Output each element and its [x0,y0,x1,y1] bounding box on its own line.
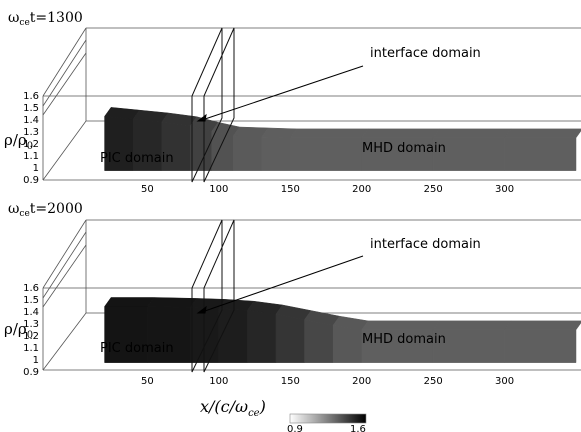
y-tick-label: 1.3 [23,319,39,330]
y-tick-label: 1.1 [23,343,39,354]
panel-top-ylabel: ρ/ρ0 [4,131,33,152]
y-tick-label: 1.4 [23,115,39,126]
surface-front-segment [332,324,362,363]
panel-top-pic-label: PIC domain [100,151,174,166]
panel-bottom-title: ωcet=2000 [8,201,83,219]
x-tick-label: 200 [352,376,371,387]
x-tick-label: 50 [141,184,154,195]
surface-front-segment [504,329,577,363]
panel-top-interface-label: interface domain [370,46,481,61]
colorbar-min-label: 0.9 [287,424,303,432]
colorbar-gradient [289,413,367,424]
panel-top-interface-planes [191,27,235,183]
surface-top-segment [432,320,512,331]
panel-bottom-title-rest: t=2000 [30,201,83,217]
surface-top-segment [504,128,581,139]
panel-top-ylabel-sub: 0 [27,141,33,152]
panel-top-box-front [42,27,581,181]
panel-top-mhd-label: MHD domain [362,141,446,156]
panel-top-y-ticks: 1.61.51.41.31.21.110.9 [23,91,39,186]
surface-front-segment [290,137,362,171]
surface-front-segment [211,131,234,171]
surface-front-segment [304,319,334,363]
surface-front-segment [247,309,277,363]
panel-bottom-ylabel-main: ρ/ρ [4,320,27,338]
x-tick-label: 100 [209,376,228,387]
x-tick-label: 50 [141,376,154,387]
x-axis-label-main: x/(c/ω [200,397,248,416]
panel-bottom: ωcet=2000 1.61.51.41.31.21.110.9 50 100 15… [4,201,581,387]
surface-front-segment [261,136,291,171]
x-tick-label: 300 [495,376,514,387]
panel-bottom-interface-label: interface domain [370,237,481,252]
surface-top-segment [361,128,441,139]
y-tick-label: 1.6 [23,91,39,102]
panel-top-interface-arrow [196,65,364,122]
x-tick-label: 250 [424,376,443,387]
y-tick-label: 1.2 [23,139,39,150]
x-axis-label: x/(c/ωce) [200,397,266,419]
x-tick-label: 300 [495,184,514,195]
x-tick-label: 200 [352,184,371,195]
panel-bottom-surface [104,297,581,363]
panel-bottom-interface-planes [191,219,235,373]
colorbar-max-label: 1.6 [350,424,366,432]
panel-bottom-title-sub: ce [19,209,29,219]
x-tick-label: 150 [281,376,300,387]
y-tick-label: 1.4 [23,307,39,318]
surface-top-segment [361,320,441,331]
panel-bottom-y-ticks: 1.61.51.41.31.21.110.9 [23,283,39,378]
surface-front-segment [190,307,220,363]
panel-bottom-interface-arrow [196,255,364,314]
surface-front-segment [275,313,305,363]
y-tick-label: 1.5 [23,295,39,306]
y-tick-label: 0.9 [23,175,39,186]
panel-bottom-mhd-label: MHD domain [362,332,446,347]
panel-bottom-ylabel-sub: 0 [27,330,33,341]
panel-top-box-back [85,27,581,122]
surface-front-segment [218,308,248,363]
panel-top-title-rest: t=1300 [30,10,83,26]
y-tick-label: 0.9 [23,367,39,378]
x-axis-label-sub: ce [248,408,260,419]
panel-top-title: ωcet=1300 [8,10,83,28]
surface-top-segment [104,297,155,307]
panel-top-title-sub: ce [19,18,29,28]
y-tick-label: 1.2 [23,331,39,342]
x-tick-label: 150 [281,184,300,195]
x-tick-label: 100 [209,184,228,195]
panel-bottom-ylabel: ρ/ρ0 [4,320,33,341]
surface-top-segment [289,128,369,139]
y-tick-label: 1.5 [23,103,39,114]
x-tick-label: 250 [424,184,443,195]
surface-top-segment [432,128,512,139]
panel-bottom-box-front [42,219,581,371]
surface-front-segment [232,135,262,171]
panel-top-title-omega: ω [8,10,19,26]
panel-top: ωcet=1300 1.61.51.41.31.21.110.9 50 100 15… [4,10,581,195]
panel-top-x-ticks: 50 100 150 200 250 300 [141,184,514,195]
panel-top-surface [104,107,581,171]
y-tick-label: 1.3 [23,127,39,138]
colorbar: 0.9 1.6 [287,413,367,432]
surface-front-segment [504,137,577,171]
surface-top-segment [504,320,581,331]
y-tick-label: 1 [33,355,39,366]
surface-top-segment [146,297,198,308]
panel-top-ylabel-main: ρ/ρ [4,131,27,149]
y-tick-label: 1.6 [23,283,39,294]
panel-bottom-x-ticks: 50 100 150 200 250 300 [141,376,514,387]
y-tick-label: 1.1 [23,151,39,162]
y-tick-label: 1 [33,163,39,174]
panel-bottom-pic-label: PIC domain [100,341,174,356]
panel-bottom-title-omega: ω [8,201,19,217]
x-axis-label-end: ) [259,397,266,416]
